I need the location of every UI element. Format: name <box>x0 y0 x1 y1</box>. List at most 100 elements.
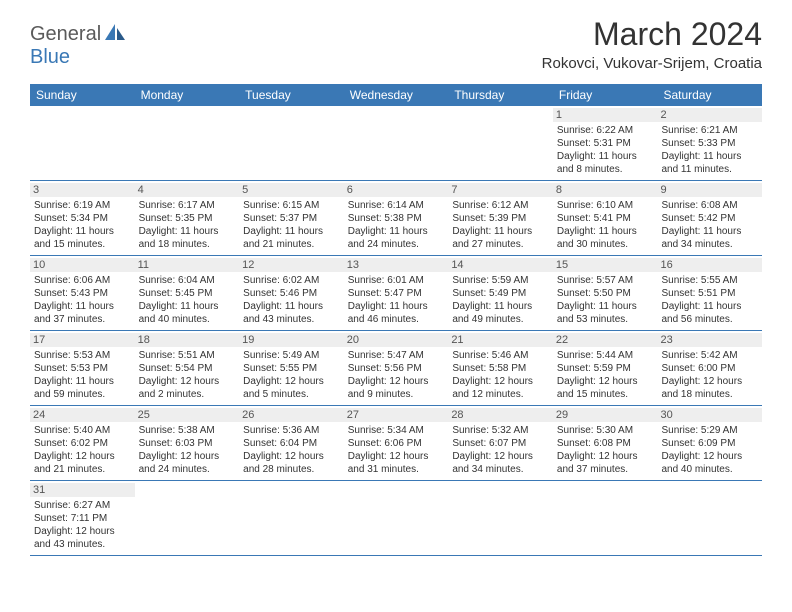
sunrise-text: Sunrise: 5:36 AM <box>243 424 340 437</box>
sunrise-text: Sunrise: 5:57 AM <box>557 274 654 287</box>
day-number <box>448 108 553 122</box>
day-number <box>344 108 449 122</box>
sunrise-text: Sunrise: 5:38 AM <box>139 424 236 437</box>
sunset-text: Sunset: 5:39 PM <box>452 212 549 225</box>
sunset-text: Sunset: 5:42 PM <box>661 212 758 225</box>
day1-text: Daylight: 12 hours <box>557 375 654 388</box>
day-number: 22 <box>553 333 658 347</box>
sunrise-text: Sunrise: 6:19 AM <box>34 199 131 212</box>
day-number: 8 <box>553 183 658 197</box>
sunrise-text: Sunrise: 5:51 AM <box>139 349 236 362</box>
sunrise-text: Sunrise: 6:27 AM <box>34 499 131 512</box>
day-cell: 26Sunrise: 5:36 AMSunset: 6:04 PMDayligh… <box>239 406 344 480</box>
day1-text: Daylight: 12 hours <box>34 450 131 463</box>
day-header: Wednesday <box>344 84 449 106</box>
day-number <box>448 483 553 497</box>
day-cell: 30Sunrise: 5:29 AMSunset: 6:09 PMDayligh… <box>657 406 762 480</box>
day1-text: Daylight: 11 hours <box>557 150 654 163</box>
sunrise-text: Sunrise: 6:01 AM <box>348 274 445 287</box>
day-number: 10 <box>30 258 135 272</box>
day-cell: 19Sunrise: 5:49 AMSunset: 5:55 PMDayligh… <box>239 331 344 405</box>
sunrise-text: Sunrise: 6:12 AM <box>452 199 549 212</box>
day-cell: 2Sunrise: 6:21 AMSunset: 5:33 PMDaylight… <box>657 106 762 180</box>
sunset-text: Sunset: 6:06 PM <box>348 437 445 450</box>
day-cell <box>448 481 553 555</box>
day-cell <box>344 106 449 180</box>
day2-text: and 37 minutes. <box>34 313 131 326</box>
day-number <box>239 483 344 497</box>
day-number: 31 <box>30 483 135 497</box>
day2-text: and 31 minutes. <box>348 463 445 476</box>
sunset-text: Sunset: 5:51 PM <box>661 287 758 300</box>
sunset-text: Sunset: 6:02 PM <box>34 437 131 450</box>
day-cell: 8Sunrise: 6:10 AMSunset: 5:41 PMDaylight… <box>553 181 658 255</box>
week-row: 24Sunrise: 5:40 AMSunset: 6:02 PMDayligh… <box>30 406 762 481</box>
day-cell: 21Sunrise: 5:46 AMSunset: 5:58 PMDayligh… <box>448 331 553 405</box>
day2-text: and 43 minutes. <box>34 538 131 551</box>
sunrise-text: Sunrise: 5:40 AM <box>34 424 131 437</box>
logo-text-general: General <box>30 23 101 46</box>
day2-text: and 5 minutes. <box>243 388 340 401</box>
day-cell: 3Sunrise: 6:19 AMSunset: 5:34 PMDaylight… <box>30 181 135 255</box>
day2-text: and 9 minutes. <box>348 388 445 401</box>
day1-text: Daylight: 12 hours <box>139 450 236 463</box>
day-cell: 25Sunrise: 5:38 AMSunset: 6:03 PMDayligh… <box>135 406 240 480</box>
day-cell: 10Sunrise: 6:06 AMSunset: 5:43 PMDayligh… <box>30 256 135 330</box>
sunrise-text: Sunrise: 5:30 AM <box>557 424 654 437</box>
sunrise-text: Sunrise: 5:49 AM <box>243 349 340 362</box>
day-cell: 28Sunrise: 5:32 AMSunset: 6:07 PMDayligh… <box>448 406 553 480</box>
day2-text: and 30 minutes. <box>557 238 654 251</box>
day1-text: Daylight: 11 hours <box>34 225 131 238</box>
day-number: 15 <box>553 258 658 272</box>
day-number: 2 <box>657 108 762 122</box>
week-row: 10Sunrise: 6:06 AMSunset: 5:43 PMDayligh… <box>30 256 762 331</box>
day1-text: Daylight: 12 hours <box>139 375 236 388</box>
sunrise-text: Sunrise: 6:10 AM <box>557 199 654 212</box>
day-number: 23 <box>657 333 762 347</box>
sunrise-text: Sunrise: 5:44 AM <box>557 349 654 362</box>
sunset-text: Sunset: 6:04 PM <box>243 437 340 450</box>
day-number: 14 <box>448 258 553 272</box>
day1-text: Daylight: 11 hours <box>661 300 758 313</box>
logo-text-blue: Blue <box>30 46 70 69</box>
sunrise-text: Sunrise: 5:47 AM <box>348 349 445 362</box>
day2-text: and 2 minutes. <box>139 388 236 401</box>
day-number: 13 <box>344 258 449 272</box>
sunrise-text: Sunrise: 5:46 AM <box>452 349 549 362</box>
day-number: 29 <box>553 408 658 422</box>
day2-text: and 18 minutes. <box>139 238 236 251</box>
day2-text: and 21 minutes. <box>243 238 340 251</box>
sunset-text: Sunset: 5:56 PM <box>348 362 445 375</box>
sunset-text: Sunset: 5:53 PM <box>34 362 131 375</box>
day-number: 20 <box>344 333 449 347</box>
day2-text: and 53 minutes. <box>557 313 654 326</box>
sunset-text: Sunset: 6:09 PM <box>661 437 758 450</box>
day-number: 18 <box>135 333 240 347</box>
day-cell: 24 Sunrise: 5:40 AMSunset: 6:02 PMDayligh… <box>30 406 135 480</box>
day2-text: and 15 minutes. <box>34 238 131 251</box>
day-cell <box>448 106 553 180</box>
day-cell <box>344 481 449 555</box>
sail-icon <box>103 22 129 47</box>
day2-text: and 40 minutes. <box>661 463 758 476</box>
day-header: Tuesday <box>239 84 344 106</box>
day1-text: Daylight: 12 hours <box>452 375 549 388</box>
sunrise-text: Sunrise: 5:29 AM <box>661 424 758 437</box>
day-number: 24 <box>30 408 135 422</box>
day-number: 21 <box>448 333 553 347</box>
sunrise-text: Sunrise: 6:14 AM <box>348 199 445 212</box>
day1-text: Daylight: 12 hours <box>34 525 131 538</box>
day-cell: 13Sunrise: 6:01 AMSunset: 5:47 PMDayligh… <box>344 256 449 330</box>
day-cell: 16Sunrise: 5:55 AMSunset: 5:51 PMDayligh… <box>657 256 762 330</box>
sunset-text: Sunset: 6:00 PM <box>661 362 758 375</box>
week-row: 17Sunrise: 5:53 AMSunset: 5:53 PMDayligh… <box>30 331 762 406</box>
title-block: March 2024 Rokovci, Vukovar-Srijem, Croa… <box>542 16 762 72</box>
day2-text: and 8 minutes. <box>557 163 654 176</box>
sunset-text: Sunset: 6:08 PM <box>557 437 654 450</box>
day-number: 9 <box>657 183 762 197</box>
day1-text: Daylight: 12 hours <box>348 450 445 463</box>
header: General March 2024 Rokovci, Vukovar-Srij… <box>0 0 792 76</box>
sunrise-text: Sunrise: 6:22 AM <box>557 124 654 137</box>
sunrise-text: Sunrise: 6:17 AM <box>139 199 236 212</box>
day-number <box>30 108 135 122</box>
